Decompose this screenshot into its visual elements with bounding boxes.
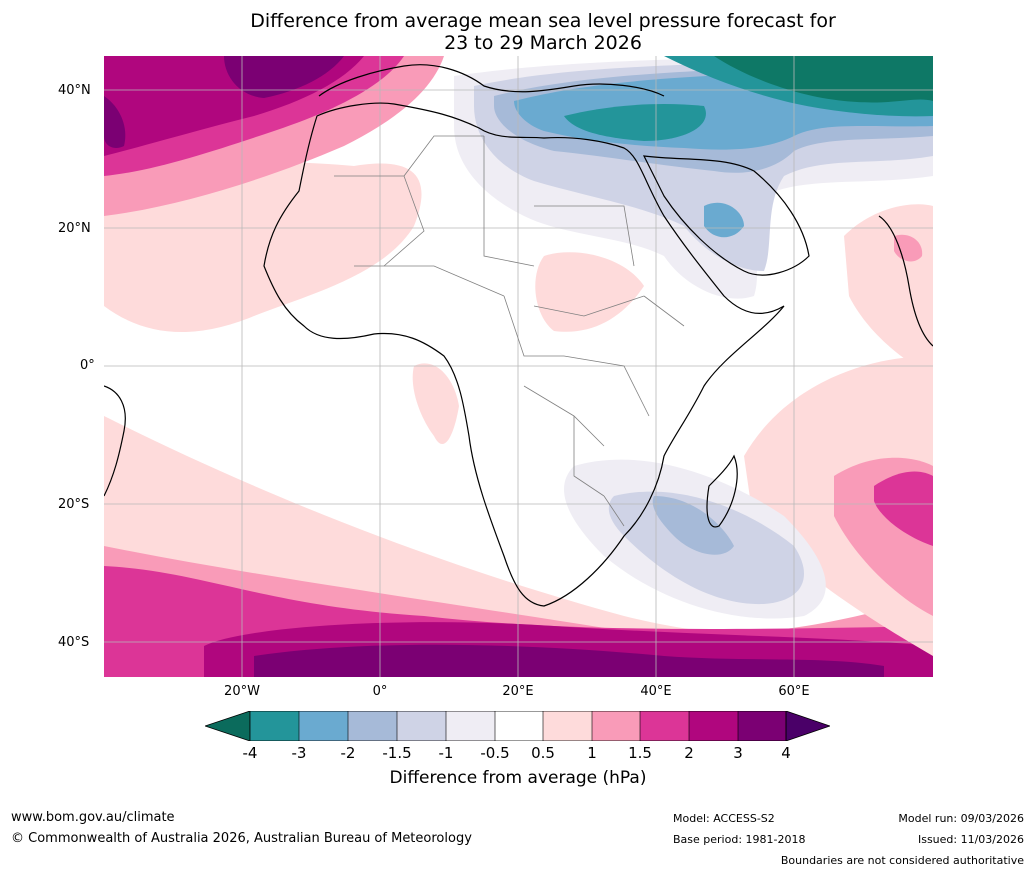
colorbar-tick: -0.5 [480, 744, 510, 762]
map-svg [104, 56, 933, 677]
anomaly-region [224, 56, 344, 98]
colorbar-tick: 2 [684, 744, 694, 762]
colorbar-cell [397, 711, 446, 741]
colorbar-cell [543, 711, 592, 741]
arabia-coastline [642, 155, 810, 276]
anomaly-region [254, 644, 884, 677]
colorbar-cell [738, 711, 786, 741]
colorbar [205, 711, 830, 741]
colorbar-tick: -2 [340, 744, 356, 762]
lat-label-20s: 20°S [58, 497, 90, 512]
anomaly-region [412, 363, 459, 445]
colorbar-tick: -1.5 [382, 744, 412, 762]
colorbar-tick: -4 [242, 744, 258, 762]
issued-date: Issued: 11/03/2026 [917, 833, 1024, 846]
colorbar-tick: 3 [733, 744, 743, 762]
pressure-anomaly-map [104, 56, 933, 677]
anomaly-region [894, 234, 923, 262]
colorbar-extend-max [785, 711, 830, 741]
colorbar-cell [299, 711, 348, 741]
colorbar-cell [592, 711, 640, 741]
graticule [104, 56, 933, 677]
anomaly-region [104, 96, 126, 148]
colorbar-extend-min [205, 711, 251, 741]
model-run: Model run: 09/03/2026 [898, 812, 1024, 825]
anomaly-region [564, 104, 706, 141]
lon-label-0: 0° [372, 684, 388, 699]
title-line-1: Difference from average mean sea level p… [250, 10, 836, 32]
south-america-coastline [104, 385, 126, 497]
chart-title: Difference from average mean sea level p… [0, 10, 1035, 54]
colorbar-tick: 1.5 [628, 744, 652, 762]
lat-label-equator: 0° [80, 358, 95, 373]
copyright-text: © Commonwealth of Australia 2026, Austra… [11, 831, 472, 846]
lat-label-20n: 20°N [58, 221, 91, 236]
anomaly-region [652, 496, 734, 555]
lon-label-20e: 20°E [502, 684, 534, 699]
website-link[interactable]: www.bom.gov.au/climate [11, 810, 175, 825]
country-borders [334, 135, 685, 527]
europe-coastline [318, 64, 665, 97]
title-line-2: 23 to 29 March 2026 [444, 32, 642, 54]
lon-label-60e: 60°E [778, 684, 810, 699]
anomaly-region [104, 162, 422, 333]
model-name: Model: ACCESS-S2 [673, 812, 775, 825]
colorbar-cell [689, 711, 738, 741]
colorbar-title: Difference from average (hPa) [389, 768, 647, 788]
colorbar-tick: -1 [438, 744, 454, 762]
anomaly-region [704, 202, 744, 238]
madagascar [706, 454, 738, 528]
lon-label-40e: 40°E [640, 684, 672, 699]
colorbar-tick: 0.5 [531, 744, 555, 762]
india-coastline [878, 215, 933, 347]
lat-label-40n: 40°N [58, 83, 91, 98]
lat-label-40s: 40°S [58, 635, 90, 650]
base-period: Base period: 1981-2018 [673, 833, 806, 846]
colorbar-cell [640, 711, 689, 741]
boundaries-disclaimer: Boundaries are not considered authoritat… [780, 854, 1024, 867]
colorbar-cell [250, 711, 299, 741]
anomaly-region [714, 56, 933, 103]
colorbar-tick: 4 [781, 744, 791, 762]
colorbar-cell [348, 711, 397, 741]
colorbar-cell [495, 711, 543, 741]
colorbar-tick: 1 [587, 744, 597, 762]
africa-coastline [263, 102, 785, 607]
colorbar-cell [446, 711, 495, 741]
lon-label-20w: 20°W [224, 684, 260, 699]
colorbar-tick: -3 [291, 744, 307, 762]
anomaly-region [874, 471, 933, 546]
